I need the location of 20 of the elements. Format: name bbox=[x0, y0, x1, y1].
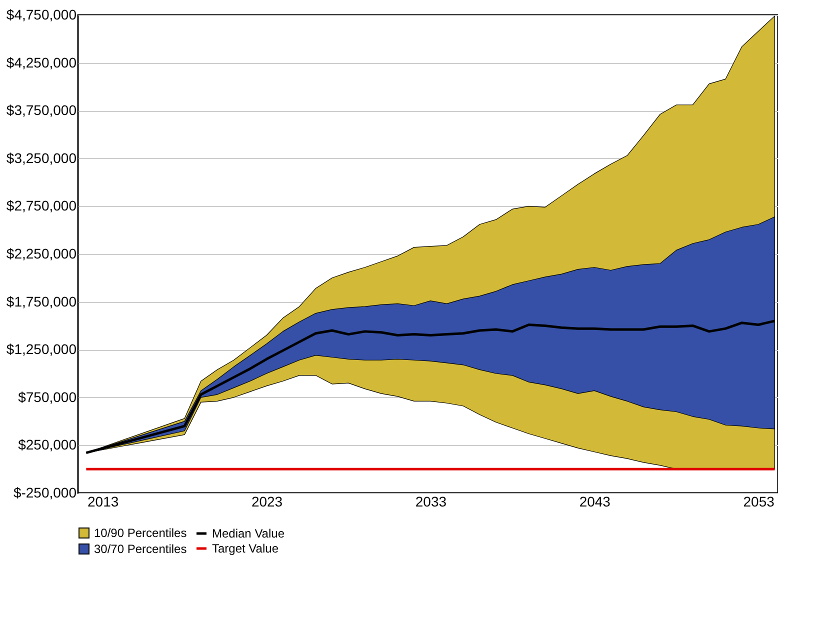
legend-label: Target Value bbox=[212, 542, 279, 556]
y-tick-label: $750,000 bbox=[18, 388, 77, 405]
legend-label: 30/70 Percentiles bbox=[94, 542, 187, 556]
y-tick-label: $250,000 bbox=[18, 436, 77, 453]
legend-label: Median Value bbox=[212, 526, 285, 540]
x-tick-label: 2013 bbox=[88, 494, 119, 510]
y-tick-label: $2,250,000 bbox=[6, 246, 77, 262]
y-tick-label: $1,250,000 bbox=[6, 341, 77, 358]
y-tick-label: $1,750,000 bbox=[6, 293, 77, 310]
x-tick-label: 2053 bbox=[743, 494, 775, 510]
y-tick-label: $3,250,000 bbox=[6, 150, 77, 166]
y-tick-label: $4,250,000 bbox=[6, 54, 77, 70]
legend-label: 10/90 Percentiles bbox=[94, 526, 187, 540]
y-tick-label: $-250,000 bbox=[13, 484, 77, 500]
x-tick-label: 2023 bbox=[251, 494, 283, 510]
x-tick-label: 2043 bbox=[579, 494, 611, 510]
y-tick-label: $4,750,000 bbox=[6, 6, 77, 22]
y-tick-label: $3,750,000 bbox=[6, 102, 77, 118]
x-tick-label: 2033 bbox=[415, 494, 447, 510]
y-tick-label: $2,750,000 bbox=[6, 198, 77, 214]
